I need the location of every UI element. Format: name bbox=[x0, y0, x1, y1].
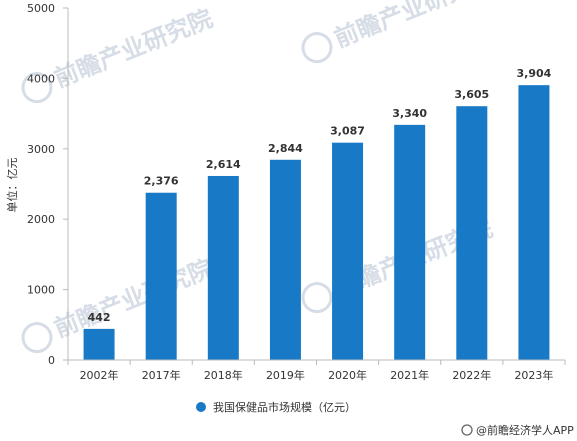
bar[interactable] bbox=[269, 159, 301, 360]
x-tick-label: 2019年 bbox=[266, 368, 305, 382]
legend-label: 我国保健品市场规模（亿元） bbox=[213, 400, 356, 414]
watermark: 前瞻产业研究院 bbox=[21, 4, 217, 104]
x-tick-label: 2023年 bbox=[514, 368, 553, 382]
svg-text:前瞻产业研究院: 前瞻产业研究院 bbox=[330, 0, 496, 53]
bar-value-label: 2,844 bbox=[268, 142, 303, 155]
bars-group bbox=[83, 85, 550, 361]
y-tick-label: 5000 bbox=[27, 2, 55, 15]
footer-source-text: @前瞻经济学人APP bbox=[476, 423, 574, 437]
y-tick-label: 4000 bbox=[27, 72, 55, 85]
bar-value-label: 3,340 bbox=[392, 107, 427, 120]
legend[interactable]: 我国保健品市场规模（亿元） bbox=[196, 400, 356, 414]
bar-value-label: 442 bbox=[88, 311, 111, 324]
bar[interactable] bbox=[394, 124, 426, 360]
y-tick-label: 3000 bbox=[27, 143, 55, 156]
bar-value-label: 2,376 bbox=[144, 175, 179, 188]
svg-text:前瞻产业研究院: 前瞻产业研究院 bbox=[50, 254, 216, 343]
y-tick-label: 0 bbox=[48, 354, 55, 367]
watermark: 前瞻产业研究院 bbox=[301, 0, 497, 64]
data-labels-group: 442 2,376 2,614 2,844 3,087 3,340 3,605 3,904 bbox=[88, 67, 552, 324]
y-axis-title: 单位：亿元 bbox=[5, 158, 19, 213]
bar[interactable] bbox=[518, 85, 550, 361]
bar-value-label: 3,605 bbox=[454, 88, 489, 101]
bar[interactable] bbox=[145, 192, 177, 360]
footer-logo-icon bbox=[461, 424, 473, 436]
x-tick-label: 2020年 bbox=[328, 368, 367, 382]
y-tick-label: 1000 bbox=[27, 284, 55, 297]
x-tick-label: 2002年 bbox=[80, 368, 119, 382]
footer-source: @前瞻经济学人APP bbox=[461, 423, 574, 437]
x-tick-label: 2017年 bbox=[142, 368, 181, 382]
bar[interactable] bbox=[207, 175, 239, 360]
svg-text:前瞻产业研究院: 前瞻产业研究院 bbox=[50, 4, 216, 93]
x-tick-label: 2018年 bbox=[204, 368, 243, 382]
x-axis: 2002年 2017年 2018年 2019年 2020年 2021年 2022年 2023年 bbox=[67, 359, 566, 382]
bar-value-label: 3,904 bbox=[517, 67, 552, 80]
bar[interactable] bbox=[456, 106, 488, 360]
x-tick-label: 2021年 bbox=[390, 368, 429, 382]
bar[interactable] bbox=[83, 328, 115, 360]
bar-value-label: 2,614 bbox=[206, 158, 241, 171]
bar[interactable] bbox=[332, 142, 364, 360]
y-tick-label: 2000 bbox=[27, 213, 55, 226]
x-tick-label: 2022年 bbox=[452, 368, 491, 382]
watermark: 前瞻产业研究院 bbox=[21, 254, 217, 354]
legend-marker bbox=[196, 402, 206, 412]
y-axis: 0 1000 2000 3000 4000 5000 bbox=[27, 2, 69, 367]
bar-value-label: 3,087 bbox=[330, 125, 365, 138]
